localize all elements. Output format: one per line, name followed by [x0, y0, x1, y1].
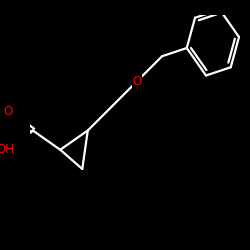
Text: O: O [133, 74, 142, 88]
Text: OH: OH [0, 143, 14, 156]
Text: O: O [4, 105, 13, 118]
